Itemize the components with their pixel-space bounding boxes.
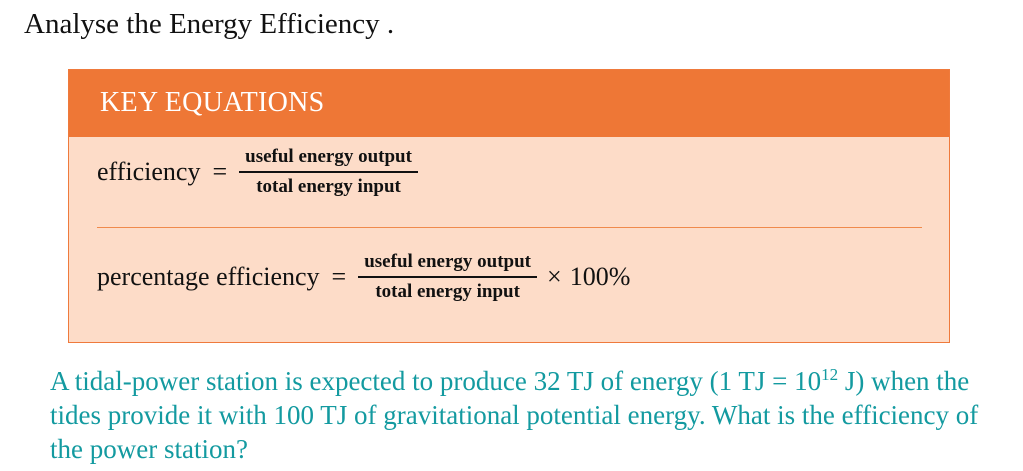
equals-sign: =	[331, 262, 347, 291]
question-exponent: 12	[821, 365, 839, 384]
question-part-2: J) when the tides provide it with 100 TJ…	[50, 366, 979, 464]
equals-sign: =	[212, 157, 228, 186]
fraction-numerator: useful energy output	[358, 250, 538, 278]
key-equations-box: KEY EQUATIONS efficiency = useful energy…	[68, 69, 950, 343]
fraction-numerator: useful energy output	[239, 145, 418, 173]
question-part-1: A tidal-power station is expected to pro…	[50, 366, 822, 396]
efficiency-lhs: efficiency	[97, 157, 201, 186]
fraction-denominator: total energy input	[256, 176, 401, 197]
efficiency-fraction: useful energy output total energy input	[239, 145, 418, 199]
percentage-efficiency-fraction: useful energy output total energy input	[358, 250, 538, 304]
question-text: A tidal-power station is expected to pro…	[50, 364, 1010, 466]
hundred-percent: 100%	[569, 262, 631, 291]
multiply-sign: ×	[547, 262, 562, 291]
percentage-efficiency-lhs: percentage efficiency	[97, 262, 320, 291]
efficiency-equation: efficiency = useful energy output total …	[97, 145, 418, 199]
page-heading: Analyse the Energy Efficiency .	[24, 8, 395, 40]
key-equations-title: KEY EQUATIONS	[100, 87, 325, 118]
equation-divider	[97, 227, 922, 228]
percentage-efficiency-equation: percentage efficiency = useful energy ou…	[97, 250, 630, 304]
key-equations-header: KEY EQUATIONS	[69, 70, 949, 137]
fraction-denominator: total energy input	[375, 281, 520, 302]
